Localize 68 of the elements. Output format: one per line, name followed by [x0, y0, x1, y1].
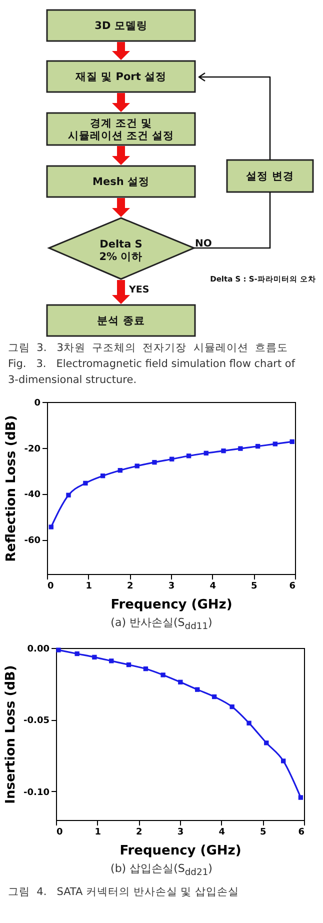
point [56, 648, 61, 653]
point [204, 450, 208, 456]
point [264, 740, 269, 746]
point [221, 448, 226, 454]
x-tick-label: 2 [127, 582, 134, 592]
y-tick-label: -0.05 [24, 716, 50, 726]
text: (a) 반사손실(S$_{dd11}$) [110, 615, 214, 632]
point [212, 694, 217, 700]
x-tick-label: 2 [136, 828, 142, 838]
point [100, 474, 106, 478]
y-tick-label: 0.00 [27, 644, 50, 655]
y-tick-label: -40 [24, 490, 40, 500]
y-tick-label: 0 [34, 398, 40, 408]
point [134, 464, 140, 468]
point [66, 492, 71, 498]
x-tick-label: 1 [94, 828, 101, 838]
process-box: 분석 종료 [46, 304, 196, 337]
point [178, 680, 183, 685]
x-tick-label: 4 [210, 582, 216, 592]
process-box: 경계 조건 및 시뮬레이션 조건 설정 [46, 112, 196, 146]
point [152, 460, 157, 465]
y-tick-label: -20 [24, 444, 40, 454]
process-box: 3D 모델링 [46, 9, 196, 42]
caption: Fig. 3. Electromagnetic field simulation flow chart of 3-dimensional structure. [7, 357, 296, 388]
x-tick-label: 3 [177, 828, 184, 838]
x-tick-label: 1 [86, 582, 92, 592]
point [126, 662, 132, 668]
y-tick-label: -60 [24, 536, 40, 546]
point [186, 454, 192, 458]
point [246, 720, 252, 726]
point [230, 704, 234, 710]
point [290, 439, 294, 444]
caption: 그림 3. 3차원 구조체의 전자기장 시뮬레이션 흐름도 [7, 341, 290, 356]
text: NO [195, 238, 212, 250]
y-axis-title: Insertion Loss (dB) [4, 665, 19, 804]
x-axis-title: Frequency (GHz) [120, 844, 242, 859]
point [195, 687, 200, 692]
point [280, 758, 286, 764]
x-tick-label: 5 [260, 828, 266, 838]
point [143, 666, 148, 672]
point [255, 444, 260, 449]
point [118, 468, 123, 473]
point [48, 524, 54, 530]
x-tick-label: 3 [168, 582, 175, 592]
x-tick-label: 6 [298, 828, 304, 838]
point [109, 658, 114, 664]
x-axis-title: Frequency (GHz) [110, 598, 232, 612]
x-tick-label: 0 [56, 828, 63, 838]
y-tick-label: -0.10 [24, 788, 50, 798]
point [169, 456, 174, 462]
process-box: Mesh 설정 [46, 165, 196, 198]
decision-diamond: Delta S 2% 이하 [47, 217, 196, 280]
point [92, 655, 97, 660]
point [238, 446, 243, 451]
caption: 그림 4. SATA 커넥터의 반사손실 및 삽입손실 [7, 885, 240, 900]
x-tick-label: 6 [289, 582, 296, 592]
x-tick-label: 4 [218, 828, 225, 838]
point [83, 480, 88, 486]
process-box: 설정 변경 [226, 159, 314, 193]
text: YES [128, 284, 150, 296]
point [74, 652, 80, 656]
process-box: 재질 및 Port 설정 [46, 60, 196, 93]
point [298, 795, 304, 800]
x-tick-label: 5 [251, 582, 258, 592]
point [160, 672, 166, 678]
point [272, 442, 278, 446]
y-axis-title: Reflection Loss (dB) [4, 415, 20, 562]
text: (b) 삽입손실(S$_{dd21}$) [110, 861, 214, 878]
